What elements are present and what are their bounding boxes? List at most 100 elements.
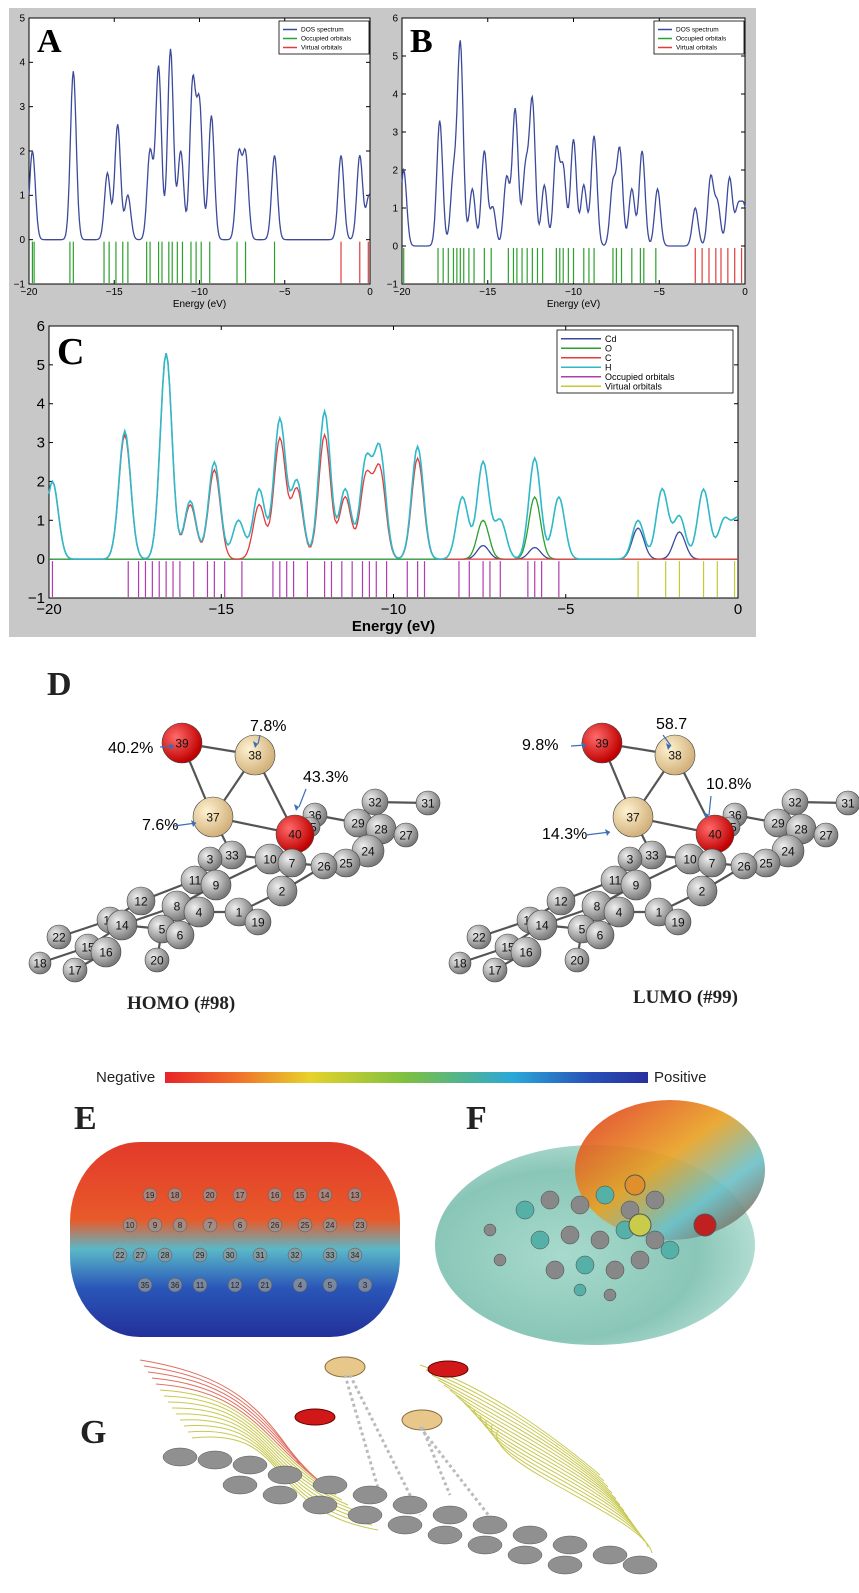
orbital-contribution-label: 10.8% <box>706 776 751 793</box>
esp-atom-label: 23 <box>356 1221 365 1230</box>
atom-label: 18 <box>33 957 47 971</box>
atom-2 <box>266 875 298 907</box>
contribution-arrow <box>257 734 261 745</box>
atom-label: 19 <box>251 916 265 930</box>
x-tick-label: 0 <box>367 287 373 298</box>
arrow-head <box>581 742 586 749</box>
nci-ring-atom <box>507 1545 543 1565</box>
atom-label: 12 <box>134 895 148 909</box>
esp-atom-6 <box>232 1217 248 1233</box>
esp-f-atom <box>530 1230 550 1250</box>
esp-atom-label: 24 <box>326 1221 335 1230</box>
atom-label: 10 <box>263 853 277 867</box>
panel-letter-d: D <box>47 666 72 703</box>
esp-f-atom <box>575 1255 595 1275</box>
nci-contour-line <box>431 1374 609 1488</box>
x-tick-label: 0 <box>734 601 742 618</box>
atom-26 <box>730 852 758 880</box>
atom-label: 8 <box>594 900 601 914</box>
esp-atom-label: 3 <box>363 1281 368 1290</box>
lumo-caption: LUMO (#99) <box>633 987 739 1008</box>
panel-letter-b: B <box>410 23 433 60</box>
legend-label: Occupied orbitals <box>301 36 352 43</box>
esp-atom-31 <box>252 1247 268 1263</box>
esp-atom-label: 28 <box>161 1251 170 1260</box>
arrow-head <box>191 820 196 827</box>
atom-16 <box>90 936 122 968</box>
atom-label: 2 <box>699 885 706 899</box>
esp-atom-9 <box>147 1217 163 1233</box>
nci-contour-line <box>443 1384 617 1500</box>
esp-atom-label: 9 <box>153 1221 158 1230</box>
esp-f-atom <box>630 1250 650 1270</box>
esp-f-atom <box>595 1185 615 1205</box>
arrow-head <box>704 812 709 819</box>
atom-label: 7 <box>289 857 296 871</box>
orbital-contribution-label: 43.3% <box>303 769 348 786</box>
esp-atom-19 <box>142 1187 158 1203</box>
nci-contour-line <box>461 1399 629 1518</box>
nci-contour-line <box>425 1369 605 1482</box>
esp-atom-label: 8 <box>178 1221 183 1230</box>
y-tick-label: 0 <box>37 551 45 568</box>
atom-label: 16 <box>99 946 113 960</box>
atom-6 <box>585 920 615 950</box>
atom-38 <box>654 734 696 776</box>
esp-atom-29 <box>192 1247 208 1263</box>
esp-atom-17 <box>232 1187 248 1203</box>
y-tick-label: 4 <box>37 396 45 413</box>
y-tick-label: 3 <box>392 127 398 138</box>
x-tick-label: −20 <box>394 287 411 298</box>
esp-f-atom <box>540 1190 560 1210</box>
atom-label: 6 <box>177 929 184 943</box>
atom-label: 6 <box>597 929 604 943</box>
atom-label: 32 <box>788 796 802 810</box>
esp-atom-18 <box>167 1187 183 1203</box>
atom-label: 1 <box>236 906 243 920</box>
esp-atom-34 <box>347 1247 363 1263</box>
esp-atom-label: 18 <box>171 1191 180 1200</box>
atom-31 <box>835 790 859 816</box>
esp-atom-8 <box>172 1217 188 1233</box>
homo-caption: HOMO (#98) <box>127 993 236 1014</box>
atom-label: 11 <box>609 874 622 888</box>
legend-label: Cd <box>605 334 617 344</box>
atom-label: 4 <box>616 906 623 920</box>
y-tick-label: 5 <box>19 13 25 24</box>
nci-ring-atom <box>472 1515 508 1535</box>
pdos-h-line <box>48 353 739 560</box>
orbital-contribution-label: 7.8% <box>250 718 286 735</box>
atom-27 <box>393 822 419 848</box>
atom-7 <box>277 848 307 878</box>
atom-label: 31 <box>421 797 435 811</box>
atom-label: 16 <box>519 946 533 960</box>
esp-f-atom <box>573 1283 587 1297</box>
atom-label: 10 <box>683 853 697 867</box>
atom-label: 7 <box>709 857 716 871</box>
y-tick-label: 0 <box>19 235 25 246</box>
atom-37 <box>612 796 654 838</box>
contribution-arrow <box>298 788 307 808</box>
esp-f-atom <box>645 1230 665 1250</box>
legend-label: DOS spectrum <box>301 27 344 34</box>
nci-ring-atom <box>547 1555 583 1575</box>
esp-atom-4 <box>292 1277 308 1293</box>
nci-contour-line <box>449 1389 621 1506</box>
y-tick-label: 2 <box>392 165 398 176</box>
esp-f-atom <box>560 1225 580 1245</box>
atom-26 <box>310 852 338 880</box>
legend-box <box>278 20 370 55</box>
atom-label: 5 <box>579 923 586 937</box>
y-tick-label: 3 <box>19 102 25 113</box>
nci-contour-line <box>437 1379 613 1494</box>
esp-atom-13 <box>347 1187 363 1203</box>
atom-label: 9 <box>633 879 640 893</box>
atom-label: 20 <box>150 954 164 968</box>
esp-atom-22 <box>112 1247 128 1263</box>
esp-atom-25 <box>297 1217 313 1233</box>
nci-contour-line <box>155 1383 325 1486</box>
esp-atom-label: 27 <box>136 1251 145 1260</box>
esp-atom-label: 32 <box>291 1251 300 1260</box>
legend-box <box>653 20 745 55</box>
